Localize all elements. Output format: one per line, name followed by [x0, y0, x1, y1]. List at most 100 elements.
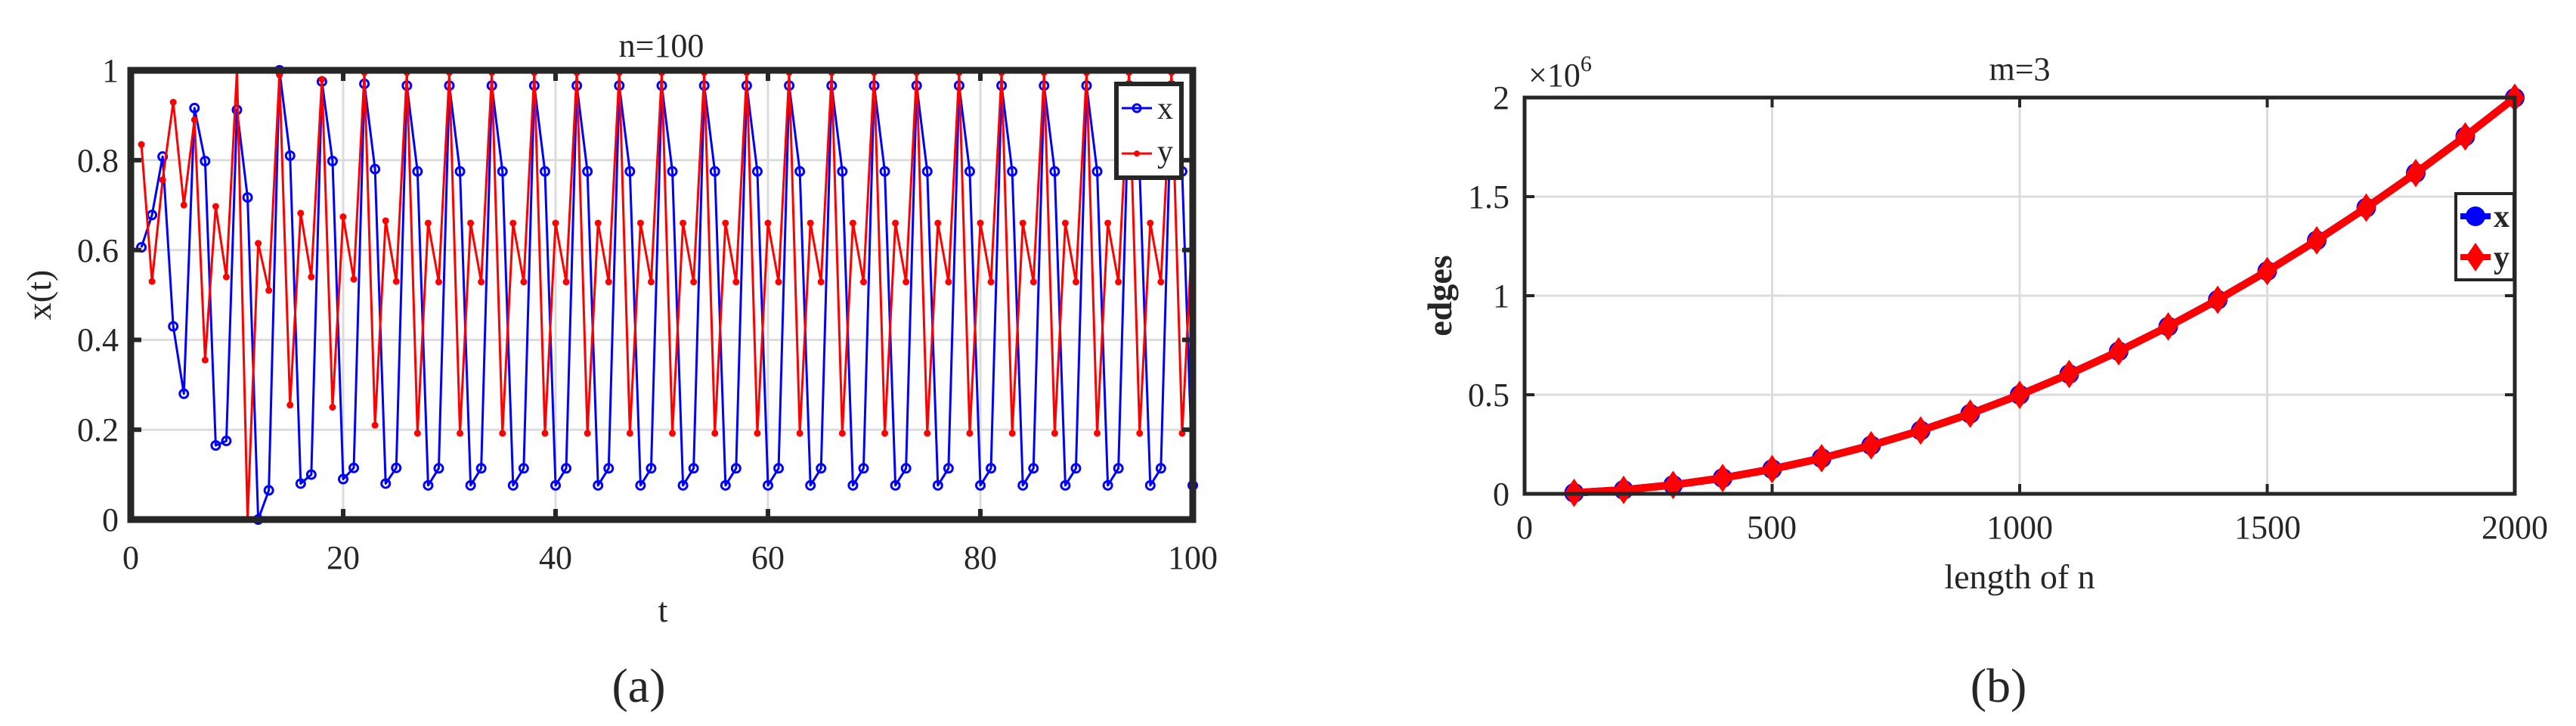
- point-marker-icon: [552, 219, 559, 227]
- point-marker-icon: [966, 430, 974, 437]
- ytick-label: 0: [1493, 476, 1509, 513]
- circle-marker-icon: [200, 155, 211, 166]
- circle-marker-icon: [1144, 479, 1156, 491]
- chart-a-legend-x-label: x: [1157, 92, 1173, 126]
- point-marker-icon: [849, 219, 856, 227]
- point-marker-icon: [1061, 219, 1069, 227]
- diamond-marker-icon: [2010, 380, 2030, 409]
- point-marker-icon: [1136, 430, 1144, 437]
- circle-marker-icon: [475, 463, 487, 474]
- xtick-label: 500: [1747, 509, 1797, 546]
- circle-marker-icon: [837, 166, 848, 177]
- point-marker-icon: [424, 219, 432, 227]
- point-marker-icon: [977, 219, 984, 227]
- circle-marker-icon: [593, 479, 604, 491]
- circle-marker-icon: [986, 463, 997, 474]
- xtick-label: 2000: [2482, 509, 2548, 546]
- point-marker-icon: [520, 278, 528, 286]
- circle-marker-icon: [539, 166, 550, 177]
- point-marker-icon: [1094, 430, 1101, 437]
- point-marker-icon: [297, 209, 305, 217]
- point-marker-icon: [201, 356, 209, 364]
- xtick-label: 1000: [1986, 509, 2053, 546]
- panel-b-label: (b): [1971, 659, 2027, 712]
- point-marker-icon: [807, 219, 814, 227]
- circle-marker-icon: [635, 479, 646, 491]
- point-marker-icon: [881, 430, 889, 437]
- diamond-marker-icon: [1762, 455, 1782, 484]
- point-marker-icon: [1072, 278, 1079, 286]
- point-marker-icon: [509, 219, 517, 227]
- point-marker-icon: [817, 278, 825, 286]
- circle-marker-icon: [921, 166, 933, 177]
- multiplier-base: ×10: [1528, 57, 1581, 94]
- circle-marker-icon: [900, 463, 912, 474]
- point-marker-icon: [159, 176, 166, 184]
- chart-a-legend-box: [1114, 82, 1184, 180]
- ytick-label: 0.6: [77, 232, 119, 269]
- point-marker-icon: [903, 278, 910, 286]
- point-marker-icon: [594, 219, 602, 227]
- chart-a-xlabel: t: [658, 591, 668, 629]
- circle-marker-icon: [1113, 463, 1124, 474]
- circle-marker-icon: [964, 166, 975, 177]
- circle-marker-icon: [688, 463, 699, 474]
- circle-marker-icon: [433, 463, 444, 474]
- point-marker-icon: [838, 430, 846, 437]
- legend-x-circle-marker-icon: [1132, 103, 1142, 113]
- xtick-label: 20: [327, 539, 360, 576]
- diamond-marker-icon: [1812, 444, 1831, 473]
- point-marker-icon: [1029, 278, 1037, 286]
- chart-a-axes-box: [127, 67, 1197, 523]
- circle-marker-icon: [189, 102, 200, 113]
- ytick-label: 0.5: [1468, 377, 1509, 414]
- legend-x-circle-marker-icon: [2466, 206, 2485, 226]
- point-marker-icon: [350, 275, 358, 283]
- circle-marker-icon: [624, 166, 636, 177]
- circle-marker-icon: [582, 166, 593, 177]
- circle-marker-icon: [646, 463, 657, 474]
- circle-marker-icon: [1017, 479, 1029, 491]
- point-marker-icon: [329, 404, 336, 411]
- point-marker-icon: [626, 430, 633, 437]
- series-y: [1564, 83, 2525, 507]
- legend-y-point-marker-icon: [1134, 150, 1140, 157]
- point-marker-icon: [222, 273, 230, 281]
- circle-marker-icon: [263, 485, 274, 496]
- ytick-label: 0.2: [77, 411, 119, 448]
- circle-marker-icon: [1007, 166, 1018, 177]
- circle-marker-icon: [221, 436, 232, 447]
- circle-marker-icon: [348, 462, 360, 473]
- diamond-marker-icon: [2158, 312, 2178, 341]
- diamond-marker-icon: [2257, 256, 2277, 286]
- point-marker-icon: [265, 287, 273, 294]
- diamond-marker-icon: [1861, 431, 1881, 460]
- point-marker-icon: [1051, 430, 1058, 437]
- chart-b-ylabel: edges: [1420, 255, 1459, 336]
- point-marker-icon: [987, 278, 995, 286]
- circle-marker-icon: [805, 479, 816, 491]
- point-marker-icon: [1147, 219, 1154, 227]
- ytick-label: 0.8: [77, 142, 119, 179]
- point-marker-icon: [647, 278, 655, 286]
- point-marker-icon: [934, 219, 942, 227]
- point-marker-icon: [212, 203, 219, 210]
- circle-marker-icon: [709, 166, 720, 177]
- circle-marker-icon: [465, 479, 476, 491]
- circle-marker-icon: [507, 479, 519, 491]
- circle-marker-icon: [295, 478, 306, 489]
- chart-b: 0 0.5 1 1.5 2 0 500 1000 1500 2000 ×106 …: [1420, 51, 2548, 712]
- point-marker-icon: [605, 278, 612, 286]
- point-marker-icon: [392, 278, 400, 285]
- chart-a-title: n=100: [619, 27, 704, 64]
- panel-b-label-text: (b): [1971, 659, 2027, 712]
- circle-marker-icon: [943, 463, 954, 474]
- chart-b-yticklabels: 0 0.5 1 1.5 2: [1468, 79, 1509, 513]
- diamond-marker-icon: [2208, 285, 2228, 315]
- point-marker-icon: [1008, 430, 1016, 437]
- diamond-marker-icon: [2455, 122, 2475, 151]
- chart-b-tick-marks: [1523, 96, 2516, 495]
- circle-marker-icon: [210, 439, 221, 451]
- point-marker-icon: [775, 278, 782, 286]
- point-marker-icon: [636, 219, 644, 227]
